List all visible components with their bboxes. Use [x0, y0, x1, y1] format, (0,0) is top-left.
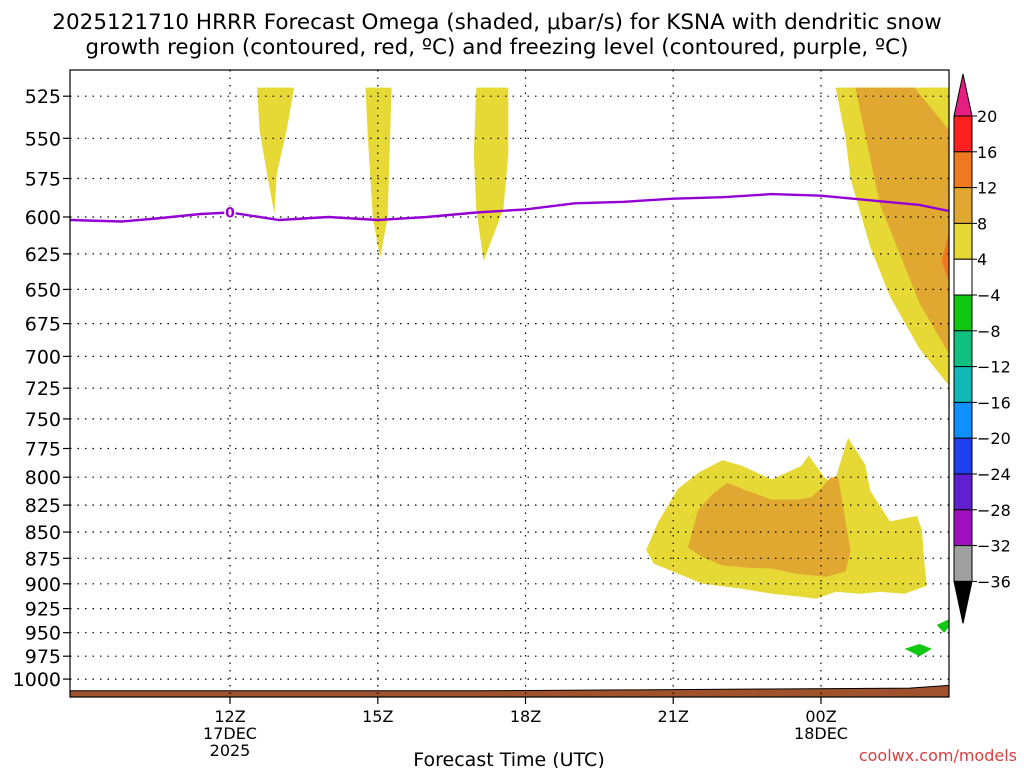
omega-region-5	[929, 87, 949, 110]
colorbar-label-4: 4	[977, 250, 987, 269]
grid-layer	[70, 70, 949, 697]
omega-region-0	[257, 87, 295, 214]
x-tick-label-18Z: 18Z	[510, 707, 541, 726]
omega-region-6	[941, 232, 949, 283]
colorbar-swatch-12	[953, 545, 973, 582]
freezing-level-line	[69, 192, 950, 223]
plot-frame	[69, 69, 950, 698]
colorbar-swatch-5	[953, 294, 973, 332]
omega-region-9	[904, 644, 932, 657]
y-tick-label-1000: 1000	[13, 669, 61, 691]
colorbar-swatch-10	[953, 473, 973, 511]
y-tick-label-575: 575	[25, 169, 61, 191]
y-tick-label-925: 925	[25, 599, 61, 621]
omega-region-2	[473, 87, 509, 262]
omega-shading-layer	[257, 87, 949, 657]
colorbar-swatch-2	[953, 187, 973, 224]
colorbar-label-1: 16	[977, 143, 997, 162]
omega-region-10	[936, 619, 949, 633]
colorbar-label-10: −24	[977, 465, 1011, 484]
x-tick-label-12Z: 12Z	[214, 707, 245, 726]
colorbar-swatch-7	[953, 366, 973, 403]
y-tick-label-975: 975	[25, 646, 61, 668]
colorbar-label-3: 8	[977, 214, 987, 233]
y-tick-label-900: 900	[25, 574, 61, 596]
x-tick-date-00Z: 18DEC	[794, 724, 848, 743]
freezing-level-label: 0	[225, 206, 235, 222]
x-tick-date-12Z: 17DEC	[203, 724, 257, 743]
y-tick-label-525: 525	[25, 86, 61, 108]
colorbar-legend: 20 16 12 8 4 −4 −8 −12 −16 −20 −24 −28 −32 −36	[953, 73, 1011, 624]
colorbar-label-9: −20	[977, 429, 1011, 448]
y-axis: 525 550 575 600 625 650 675 700 725 750 775 800 825 8…	[13, 86, 70, 691]
x-axis-label: Forecast Time (UTC)	[413, 749, 604, 768]
colorbar-label-2: 12	[977, 179, 997, 198]
terrain-fill	[70, 685, 949, 697]
y-tick-label-875: 875	[25, 548, 61, 570]
colorbar-label-12: −32	[977, 537, 1011, 556]
omega-region-8	[688, 477, 851, 577]
colorbar-swatch-3	[953, 222, 973, 260]
colorbar-bottom-arrow	[953, 580, 973, 624]
y-tick-label-600: 600	[25, 207, 61, 229]
terrain-layer	[70, 684, 950, 697]
colorbar-label-13: −36	[977, 572, 1011, 591]
credit-text: coolwx.com/models	[859, 746, 1017, 765]
y-tick-label-825: 825	[25, 495, 61, 517]
y-tick-label-775: 775	[25, 439, 61, 461]
colorbar-swatch-4	[953, 258, 973, 296]
colorbar-swatch-11	[953, 509, 973, 547]
y-tick-label-850: 850	[25, 522, 61, 544]
colorbar-top-arrow	[953, 73, 973, 117]
colorbar-label-6: −8	[977, 322, 1001, 341]
y-tick-label-550: 550	[25, 128, 61, 150]
colorbar-label-5: −4	[977, 286, 1001, 305]
colorbar-swatch-6	[953, 330, 973, 368]
omega-region-4	[855, 87, 949, 354]
y-tick-label-625: 625	[25, 244, 61, 266]
colorbar-swatch-1	[953, 151, 973, 189]
chart-title-line-2: growth region (contoured, red, ºC) and f…	[85, 35, 908, 60]
y-tick-label-950: 950	[25, 623, 61, 645]
x-tick-label-21Z: 21Z	[658, 707, 689, 726]
colorbar-swatch-0	[953, 115, 973, 153]
y-tick-label-675: 675	[25, 314, 61, 336]
x-tick-label-15Z: 15Z	[362, 707, 393, 726]
colorbar-swatch-8	[953, 401, 973, 439]
colorbar-label-8: −16	[977, 393, 1011, 412]
colorbar-label-0: 20	[977, 107, 997, 126]
colorbar-label-11: −28	[977, 501, 1011, 520]
x-tick-year-12Z: 2025	[210, 741, 251, 760]
x-tick-label-00Z: 00Z	[805, 707, 836, 726]
y-tick-label-750: 750	[25, 409, 61, 431]
freezing-level-layer: 0	[69, 192, 950, 223]
chart-title-line-1: 2025121710 HRRR Forecast Omega (shaded, …	[52, 10, 941, 35]
y-tick-label-800: 800	[25, 467, 61, 489]
y-tick-label-650: 650	[25, 279, 61, 301]
omega-region-1	[365, 87, 392, 259]
colorbar-label-7: −12	[977, 358, 1011, 377]
y-tick-label-725: 725	[25, 378, 61, 400]
y-tick-label-700: 700	[25, 346, 61, 368]
terrain-outline	[70, 684, 950, 692]
colorbar-swatch-9	[953, 437, 973, 475]
